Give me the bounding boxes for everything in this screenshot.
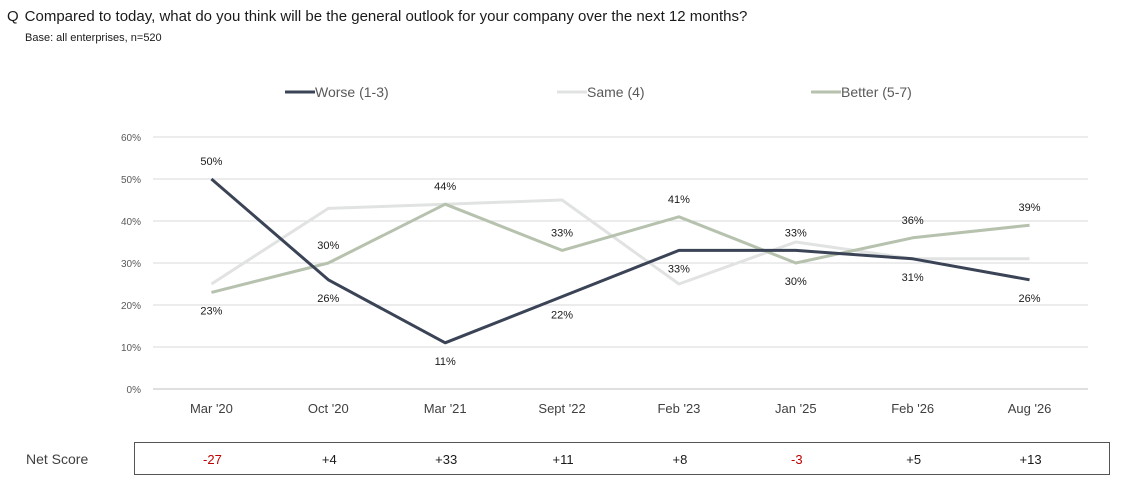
better-data-label: 30% (785, 276, 807, 288)
net-score-value: +8 (672, 452, 688, 467)
net-score-value: +13 (1019, 452, 1042, 467)
y-tick-label: 60% (121, 133, 141, 144)
better-data-label: 36% (902, 215, 924, 227)
y-tick-label: 10% (121, 343, 141, 354)
legend-label: Same (4) (587, 84, 645, 100)
better-data-label: 33% (551, 227, 573, 239)
better-data-label: 39% (1019, 202, 1041, 214)
x-tick-label: Mar '21 (424, 401, 467, 416)
y-tick-label: 0% (127, 385, 142, 396)
net-score-value: +11 (552, 452, 574, 467)
net-score-value: +33 (435, 452, 458, 467)
worse-data-label: 50% (200, 156, 222, 168)
x-tick-label: Jan '25 (775, 401, 817, 416)
net-score-value: -3 (791, 452, 803, 467)
y-tick-label: 20% (121, 301, 141, 312)
y-tick-label: 50% (121, 175, 141, 186)
question-body: Compared to today, what do you think wil… (24, 8, 748, 25)
x-tick-label: Mar '20 (190, 401, 233, 416)
question-prefix: Q (7, 8, 19, 25)
question-text: Q Compared to today, what do you think wi… (7, 8, 747, 25)
worse-data-label: 33% (668, 263, 690, 275)
worse-data-label: 22% (551, 310, 573, 322)
x-tick-label: Oct '20 (308, 401, 349, 416)
worse-data-label: 26% (317, 293, 339, 305)
grid-lines (153, 136, 1088, 390)
better-data-label: 44% (434, 181, 456, 193)
y-tick-label: 40% (121, 217, 141, 228)
series-lines (210, 177, 1030, 345)
y-tick-label: 30% (121, 259, 141, 270)
legend-label: Worse (1-3) (315, 84, 389, 100)
worse-data-label: 11% (435, 356, 456, 368)
base-note: Base: all enterprises, n=520 (25, 32, 162, 44)
series-line-0 (210, 177, 1030, 345)
net-score-value: +5 (906, 452, 922, 467)
x-axis-labels: Mar '20 Oct '20 Mar '21 Sept '22 Feb '23 Jan … (190, 401, 1051, 416)
worse-data-label: 26% (1019, 293, 1041, 305)
y-axis-ticks: 0% 10% 20% 30% 40% 50% 60% (121, 133, 141, 396)
legend-label: Better (5-7) (841, 84, 912, 100)
better-data-label: 30% (317, 240, 339, 252)
net-score-label: Net Score (26, 451, 89, 467)
x-tick-label: Feb '23 (657, 401, 700, 416)
net-score-row: -27 +4 +33 +11 +8 -3 +5 +13 (134, 442, 1110, 475)
data-labels: 50% 26% 11% 22% 33% 33% 31% 26% 23% 30% 44% 33% 41% 3… (200, 156, 1040, 368)
line-chart: 0%10%20%30%40%50%60% Mar '20 Oct '20 Mar '… (121, 84, 1088, 416)
better-data-label: 23% (200, 305, 222, 317)
x-tick-label: Sept '22 (538, 401, 585, 416)
worse-data-label: 33% (785, 227, 807, 239)
net-score-value: -27 (203, 452, 222, 467)
better-data-label: 41% (668, 194, 690, 206)
net-score-value: +4 (321, 452, 337, 467)
legend: Worse (1-3) Same (4) Better (5-7) (285, 84, 912, 100)
series-line-2 (211, 202, 1030, 294)
x-tick-label: Aug '26 (1008, 401, 1052, 416)
x-tick-label: Feb '26 (891, 401, 934, 416)
worse-data-label: 31% (902, 272, 924, 284)
